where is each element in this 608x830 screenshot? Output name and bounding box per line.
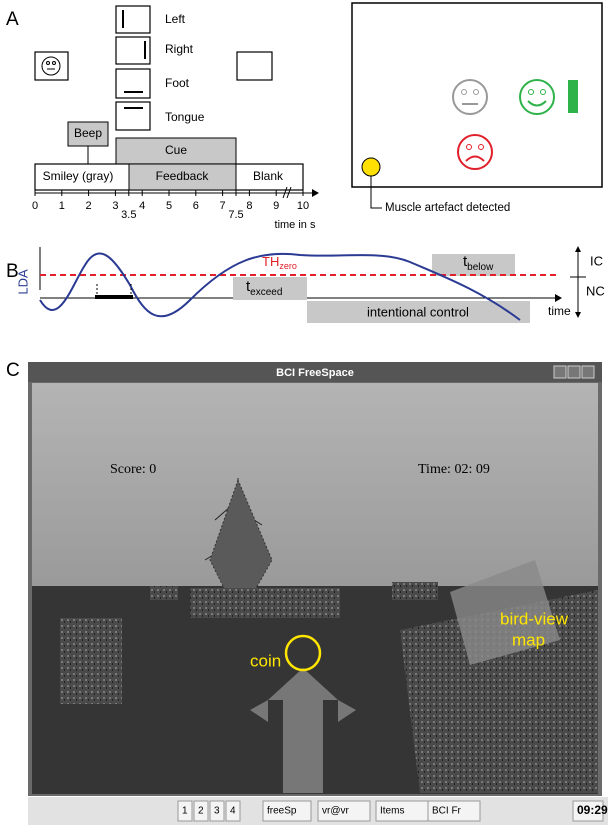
panel-a: A Left Right Foot Tongue Beep Cue Smiley… [6,3,602,231]
sky [32,383,598,586]
taskbar-label: BCI Fr [432,806,462,817]
tick-label: 8 [246,200,252,212]
threshold-label: THzero [262,254,297,271]
panel-label: C [6,360,20,381]
panel-b: B time LDA THzero texceed tbelow intenti… [6,246,605,323]
tick-label: 7 [220,200,226,212]
tick-label: 4 [139,200,145,212]
map-label: bird-view [500,609,569,628]
tick-label: 9 [273,200,279,212]
cue-label: Right [165,42,194,56]
feedback-label: Feedback [156,169,210,183]
cue-label: Foot [165,76,190,90]
cue-box-label: Cue [165,143,187,157]
timer: Time: 02: 09 [418,462,490,477]
cue-label: Left [165,12,186,26]
cue-icon [116,6,150,33]
control-label: intentional control [367,304,469,319]
score: Score: 0 [110,462,156,477]
tick-label: 5 [166,200,172,212]
ic-label: IC [590,253,603,268]
y-label: LDA [15,269,30,295]
cue-icon [116,69,150,98]
block [190,588,340,618]
beep-label: Beep [74,126,102,140]
block [392,582,438,600]
x-label: time [548,304,571,318]
tick-label: 1 [59,200,65,212]
tick-label: 3.5 [121,209,136,221]
tick-label: 6 [193,200,199,212]
panel-label: A [6,9,19,30]
taskbar-label: 09:29 [577,803,608,817]
taskbar-label: vr@vr [322,806,349,817]
taskbar-label: 2 [198,806,204,817]
tick-label: 2 [86,200,92,212]
muscle-label: Muscle artefact detected [385,202,510,214]
axis-label: time in s [275,219,316,231]
panel-c: C BCI FreeSpace Score: 0 Time: 02: 09 co… [6,360,608,825]
threshold-main: TH [262,254,279,269]
figure: A Left Right Foot Tongue Beep Cue Smiley… [0,0,608,825]
tick-label: 10 [297,200,309,212]
taskbar-label: 1 [182,806,188,817]
block [150,586,178,600]
smiley-label: Smiley (gray) [43,169,114,183]
block [60,618,122,704]
maximize-button[interactable] [568,366,580,378]
threshold-sub: zero [279,261,297,271]
exceed-sub: exceed [250,287,282,298]
tick-label: 3 [112,200,118,212]
nc-label: NC [586,283,605,298]
close-button[interactable] [582,366,594,378]
taskbar-label: freeSp [267,806,297,817]
cue-label: Tongue [165,110,205,124]
tick-label: 0 [32,200,38,212]
minimize-button[interactable] [554,366,566,378]
coin-label: coin [250,651,281,670]
map-label: map [512,630,545,649]
below-sub: below [467,262,494,273]
taskbar-label: Items [380,806,404,817]
window-title: BCI FreeSpace [276,367,354,379]
blank-icon [237,52,272,80]
tick-label: 7.5 [228,209,243,221]
taskbar-label: 3 [214,806,220,817]
blank-label: Blank [253,169,284,183]
cue-icon [116,102,150,130]
taskbar-label: 4 [230,806,236,817]
